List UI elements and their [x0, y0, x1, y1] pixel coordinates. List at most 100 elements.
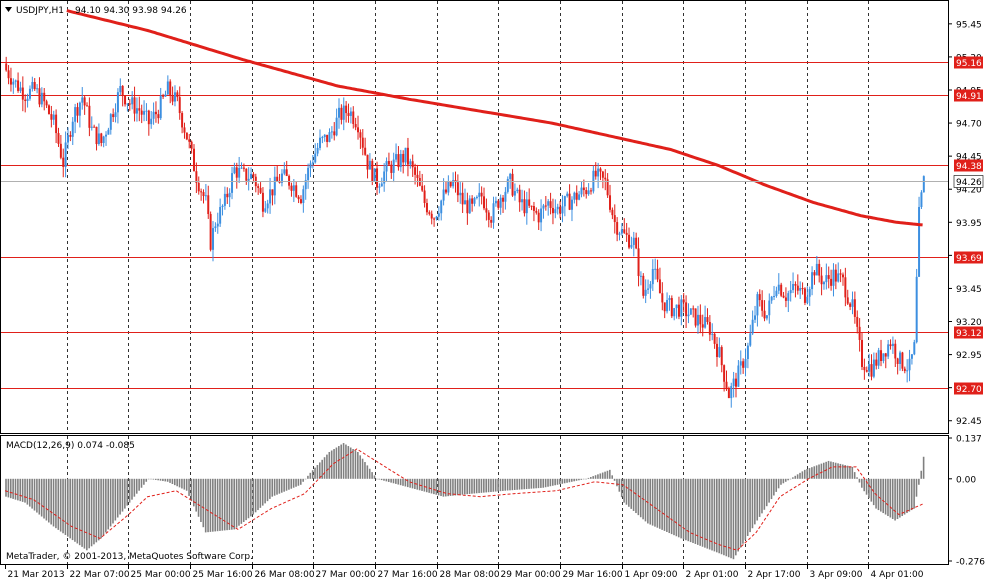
candle-body: [846, 297, 849, 304]
macd-bar: [107, 478, 110, 530]
macd-bar: [81, 478, 83, 547]
time-axis-label: 3 Apr 09:00: [810, 570, 863, 580]
candle-body: [223, 193, 226, 206]
macd-bar: [257, 478, 259, 511]
candle-body: [528, 199, 531, 206]
macd-bar: [796, 474, 799, 479]
candle-body: [335, 117, 338, 136]
candle-body: [780, 284, 783, 296]
macd-bar: [803, 469, 806, 479]
macd-bar: [868, 478, 870, 499]
macd-bar: [611, 475, 614, 479]
macd-bar: [906, 478, 908, 514]
macd-bar: [311, 470, 314, 479]
macd-bar: [815, 465, 818, 479]
candle-body: [88, 105, 91, 128]
macd-bar: [385, 478, 388, 482]
macd-bar: [304, 478, 307, 480]
macd-axis-label: 0.00: [956, 475, 976, 485]
candle-body: [257, 186, 260, 188]
candle-body: [882, 353, 885, 362]
candle-body: [271, 189, 274, 196]
candle-body: [561, 206, 564, 214]
candle-body: [723, 365, 726, 382]
macd-bar: [792, 477, 794, 479]
macd-bar: [806, 468, 808, 479]
chart-title-ohlc: 94.10 94.30 93.98 94.26: [75, 6, 187, 16]
candle-body: [152, 111, 155, 119]
candle-body: [316, 147, 319, 154]
level-tag-box: [954, 56, 983, 69]
macd-bar: [699, 478, 701, 546]
macd-bar: [573, 478, 575, 482]
macd-bar: [704, 478, 706, 548]
macd-bar: [601, 472, 604, 479]
candle-body: [330, 131, 333, 133]
candle-body: [732, 378, 735, 387]
candle-body: [471, 198, 474, 204]
candle-body: [444, 189, 447, 193]
macd-bar: [708, 478, 711, 550]
level-tag-label: 93.12: [956, 329, 982, 339]
candle-body: [195, 171, 198, 183]
candle-body: [872, 359, 875, 377]
macd-bar: [910, 478, 913, 511]
candle-body: [171, 95, 174, 102]
candle-body: [71, 121, 74, 137]
candle-body: [749, 333, 752, 346]
macd-bar: [202, 478, 205, 528]
macd-bar: [157, 478, 159, 481]
candle-body: [777, 284, 780, 291]
macd-bar: [235, 478, 238, 528]
candle-body: [551, 207, 554, 214]
macd-bar: [758, 478, 761, 517]
symbol-triangle-icon: [5, 7, 12, 12]
candle-body: [642, 275, 645, 296]
macd-bar: [670, 478, 673, 535]
macd-bar: [713, 478, 716, 552]
candle-body: [9, 78, 12, 85]
candle-body: [891, 343, 894, 347]
macd-bar: [93, 478, 95, 545]
candle-body: [162, 95, 165, 97]
macd-bar: [290, 478, 293, 489]
candle-body: [761, 300, 764, 311]
candle-body: [668, 298, 671, 300]
macd-bar: [647, 478, 649, 524]
candle-body: [725, 381, 728, 390]
macd-bar: [582, 478, 585, 480]
macd-bar: [730, 478, 732, 559]
candle-body: [333, 131, 336, 136]
candle-body: [38, 88, 41, 105]
macd-bar: [418, 478, 421, 491]
macd-bar: [116, 478, 119, 518]
macd-bar: [744, 478, 747, 540]
macd-bar: [863, 478, 865, 492]
macd-bar: [820, 463, 823, 479]
candle-body: [456, 182, 459, 196]
candle-body: [423, 190, 426, 204]
candle-body: [706, 317, 709, 322]
macd-bar: [359, 455, 362, 479]
candle-body: [219, 206, 222, 224]
macd-bar: [318, 462, 321, 479]
macd-bar: [789, 478, 792, 480]
candle-body: [782, 295, 785, 298]
macd-bar: [33, 478, 36, 511]
macd-bar: [309, 472, 312, 479]
candle-body: [126, 103, 129, 105]
macd-bar: [302, 478, 304, 482]
macd-bar: [516, 478, 518, 490]
candle-body: [45, 101, 48, 106]
macd-bar: [36, 478, 38, 513]
macd-bar: [811, 467, 813, 479]
macd-bar: [323, 457, 326, 479]
level-tag-label: 93.69: [956, 254, 982, 264]
candle-body: [404, 147, 407, 163]
macd-bar: [435, 478, 438, 495]
candle-body: [159, 95, 162, 119]
horizontal-level-lines: [1, 62, 948, 389]
moving-average-line: [66, 9, 923, 227]
